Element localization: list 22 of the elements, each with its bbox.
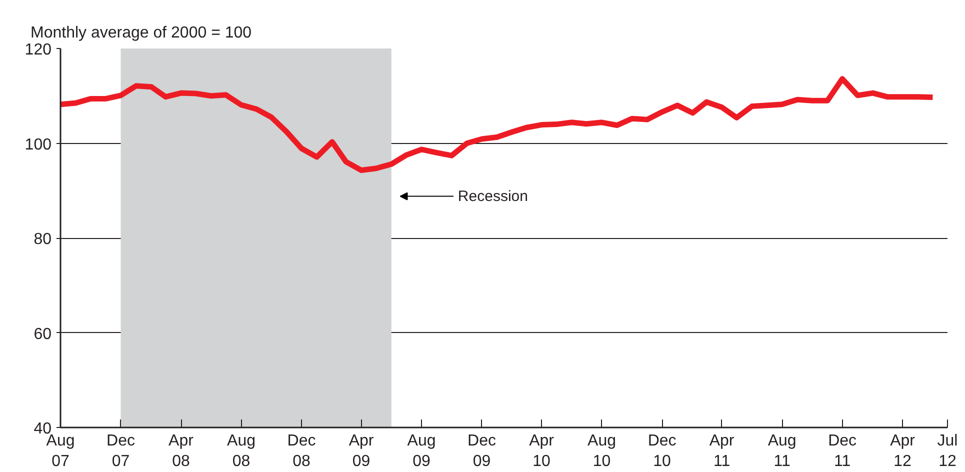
x-tick-label: Apr 10 [529, 432, 555, 470]
x-tick-label: Dec 07 [106, 432, 135, 470]
x-tick-label: Dec 10 [648, 432, 676, 470]
x-tick-label: Dec 09 [468, 432, 496, 470]
x-tick-label: Aug 11 [768, 432, 796, 470]
y-tick-label: 80 [34, 231, 52, 248]
x-tick-label: Aug 08 [227, 432, 256, 470]
x-tick-label: Aug 07 [46, 432, 75, 470]
x-tick-label: Aug 10 [588, 432, 616, 470]
x-tick-label: Apr 08 [168, 432, 194, 470]
y-tick-label: 120 [24, 42, 52, 58]
x-tick-label: Dec 11 [828, 432, 857, 470]
x-tick-label: Apr 12 [890, 432, 916, 470]
x-tick-label: Dec 08 [287, 432, 316, 470]
x-tick-label: Aug 09 [407, 432, 436, 470]
y-tick-label: 100 [24, 136, 52, 154]
x-tick-label: Apr 11 [709, 432, 735, 470]
x-tick-label: Apr 09 [348, 432, 374, 470]
band-label: Recession [458, 188, 528, 205]
y-axis-title: Monthly average of 2000 = 100 [30, 24, 252, 42]
y-tick-label: 60 [34, 326, 52, 343]
x-tick-label: Jul 12 [937, 432, 958, 470]
